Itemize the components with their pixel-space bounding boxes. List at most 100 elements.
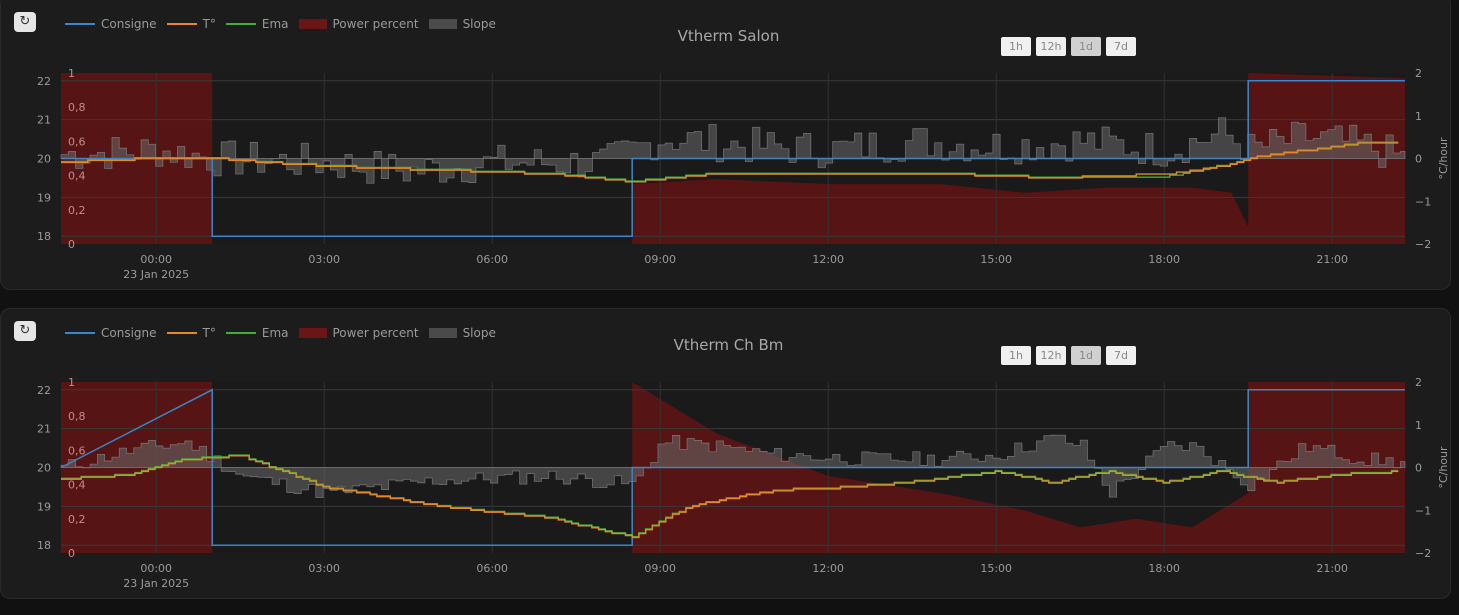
y-right-tick-label: 0: [1415, 153, 1422, 166]
y-left-tick-label: 22: [37, 384, 51, 397]
chart-card-salon: ↻ Consigne T° Ema Power percent Slope Vt…: [0, 0, 1451, 290]
legend-label: Power percent: [332, 326, 419, 340]
legend-item-power[interactable]: Power percent: [298, 17, 419, 31]
legend-swatch-consigne: [65, 23, 95, 25]
power-tick-label: 0,2: [68, 513, 86, 526]
range-button-12h[interactable]: 12h: [1036, 37, 1066, 56]
legend-swatch-slope: [428, 328, 457, 338]
y-right-tick-label: 2: [1415, 376, 1422, 389]
legend-item-ema[interactable]: Ema: [225, 326, 289, 340]
power-tick-label: 0,2: [68, 204, 86, 217]
legend: Consigne T° Ema Power percent Slope: [65, 325, 506, 341]
legend-item-ema[interactable]: Ema: [225, 17, 289, 31]
x-tick-label: 06:00: [476, 562, 508, 575]
y-left-tick-label: 21: [37, 114, 51, 127]
slope-series: [60, 434, 1406, 499]
chart-title: Vtherm Ch Bm: [673, 336, 784, 354]
legend-swatch-slope: [428, 19, 457, 29]
legend-label: Power percent: [332, 17, 419, 31]
x-tick-label: 12:00: [812, 253, 844, 266]
refresh-icon: ↻: [19, 323, 31, 338]
power-tick-label: 0: [68, 547, 75, 560]
power-tick-label: 1: [68, 376, 75, 389]
temp-series: [61, 455, 1399, 539]
x-tick-label: 21:00: [1316, 562, 1348, 575]
legend-item-slope[interactable]: Slope: [428, 326, 496, 340]
legend-swatch-ema: [225, 332, 256, 334]
consigne-series: [60, 388, 1405, 546]
y-left-tick-label: 19: [37, 191, 51, 204]
power-tick-label: 0,6: [68, 135, 86, 148]
x-date-label: 23 Jan 2025: [123, 268, 189, 281]
legend-label: Consigne: [101, 17, 157, 31]
consigne-series: [61, 80, 1405, 237]
legend-label: T°: [202, 326, 216, 340]
range-button-7d[interactable]: 7d: [1106, 37, 1136, 56]
x-tick-label: 15:00: [980, 253, 1012, 266]
x-tick-label: 00:00: [140, 253, 172, 266]
y-right-tick-label: 1: [1415, 419, 1422, 432]
temp-series: [61, 142, 1399, 183]
legend-item-power[interactable]: Power percent: [298, 326, 419, 340]
power-tick-label: 0,6: [68, 444, 86, 457]
legend-swatch-temp: [166, 332, 197, 334]
range-button-12h[interactable]: 12h: [1036, 346, 1066, 365]
y-left-tick-label: 18: [37, 539, 51, 552]
range-selector: 1h 12h 1d 7d: [1001, 37, 1136, 56]
range-button-1d[interactable]: 1d: [1071, 37, 1101, 56]
chart-title: Vtherm Salon: [677, 27, 780, 45]
y-right-tick-label: 0: [1415, 462, 1422, 475]
x-tick-label: 21:00: [1316, 253, 1348, 266]
legend-item-consigne[interactable]: Consigne: [65, 326, 157, 340]
y-right-axis-label: °C/hour: [1437, 137, 1450, 180]
legend-item-temp[interactable]: T°: [166, 326, 216, 340]
x-tick-label: 06:00: [476, 253, 508, 266]
range-button-1h[interactable]: 1h: [1001, 346, 1031, 365]
legend-label: Slope: [462, 326, 496, 340]
x-date-label: 23 Jan 2025: [123, 577, 189, 590]
power-tick-label: 0,4: [68, 479, 86, 492]
x-tick-label: 18:00: [1148, 253, 1180, 266]
y-right-tick-label: −2: [1415, 547, 1431, 560]
y-left-tick-label: 22: [37, 75, 51, 88]
chart-plot[interactable]: 222120191810,80,60,40,20210−1−2°C/hour00…: [1, 0, 1452, 291]
legend-label: T°: [202, 17, 216, 31]
legend-swatch-ema: [225, 23, 256, 25]
power-tick-label: 0,4: [68, 170, 86, 183]
x-tick-label: 03:00: [308, 562, 340, 575]
legend-item-temp[interactable]: T°: [166, 17, 216, 31]
legend-swatch-power: [298, 328, 327, 338]
x-tick-label: 15:00: [980, 562, 1012, 575]
chart-card-ch-bm: ↻ Consigne T° Ema Power percent Slope Vt…: [0, 308, 1451, 599]
legend-swatch-temp: [166, 23, 197, 25]
y-left-tick-label: 19: [37, 500, 51, 513]
y-right-tick-label: 1: [1415, 110, 1422, 123]
chart-plot[interactable]: 222120191810,80,60,40,20210−1−2°C/hour00…: [1, 309, 1452, 600]
refresh-button[interactable]: ↻: [14, 12, 36, 32]
legend-item-slope[interactable]: Slope: [428, 17, 496, 31]
y-right-tick-label: −2: [1415, 238, 1431, 251]
range-button-1d[interactable]: 1d: [1071, 346, 1101, 365]
y-left-tick-label: 21: [37, 423, 51, 436]
legend-swatch-consigne: [65, 332, 95, 334]
range-selector: 1h 12h 1d 7d: [1001, 346, 1136, 365]
range-button-7d[interactable]: 7d: [1106, 346, 1136, 365]
refresh-button[interactable]: ↻: [14, 321, 36, 341]
x-tick-label: 12:00: [812, 562, 844, 575]
y-right-tick-label: 2: [1415, 67, 1422, 80]
y-right-tick-label: −1: [1415, 195, 1431, 208]
legend-swatch-power: [298, 19, 327, 29]
x-tick-label: 09:00: [644, 562, 676, 575]
range-button-1h[interactable]: 1h: [1001, 37, 1031, 56]
x-tick-label: 00:00: [140, 562, 172, 575]
refresh-icon: ↻: [19, 14, 31, 29]
power-percent-area: [61, 73, 1405, 244]
x-tick-label: 03:00: [308, 253, 340, 266]
y-right-tick-label: −1: [1415, 504, 1431, 517]
x-tick-label: 18:00: [1148, 562, 1180, 575]
legend-item-consigne[interactable]: Consigne: [65, 17, 157, 31]
x-tick-label: 09:00: [644, 253, 676, 266]
y-right-axis-label: °C/hour: [1437, 446, 1450, 489]
legend-label: Ema: [261, 17, 289, 31]
y-left-tick-label: 20: [37, 153, 51, 166]
